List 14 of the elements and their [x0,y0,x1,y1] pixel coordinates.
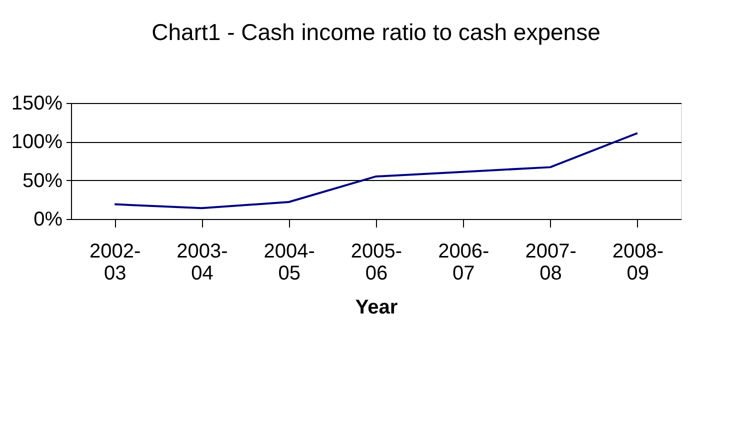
x-tick-label: 2004-05 [264,240,315,284]
x-tick-label: 2007-08 [525,240,576,284]
x-tick-label: 2003-04 [176,240,228,284]
x-axis-title: Year [355,296,398,318]
chart-title: Chart1 - Cash income ratio to cash expense [152,19,600,45]
x-tick-label: 2006-07 [438,240,490,284]
y-tick-label: 100% [11,131,63,154]
y-tick-label: 50% [22,170,63,192]
y-tick-label: 150% [11,92,63,114]
line-series [114,132,638,210]
x-tick-label: 2008-09 [612,240,664,284]
y-tick-label: 0% [34,208,63,230]
x-tick-label: 2002-03 [89,240,141,284]
x-tick-label: 2005-06 [350,240,402,284]
